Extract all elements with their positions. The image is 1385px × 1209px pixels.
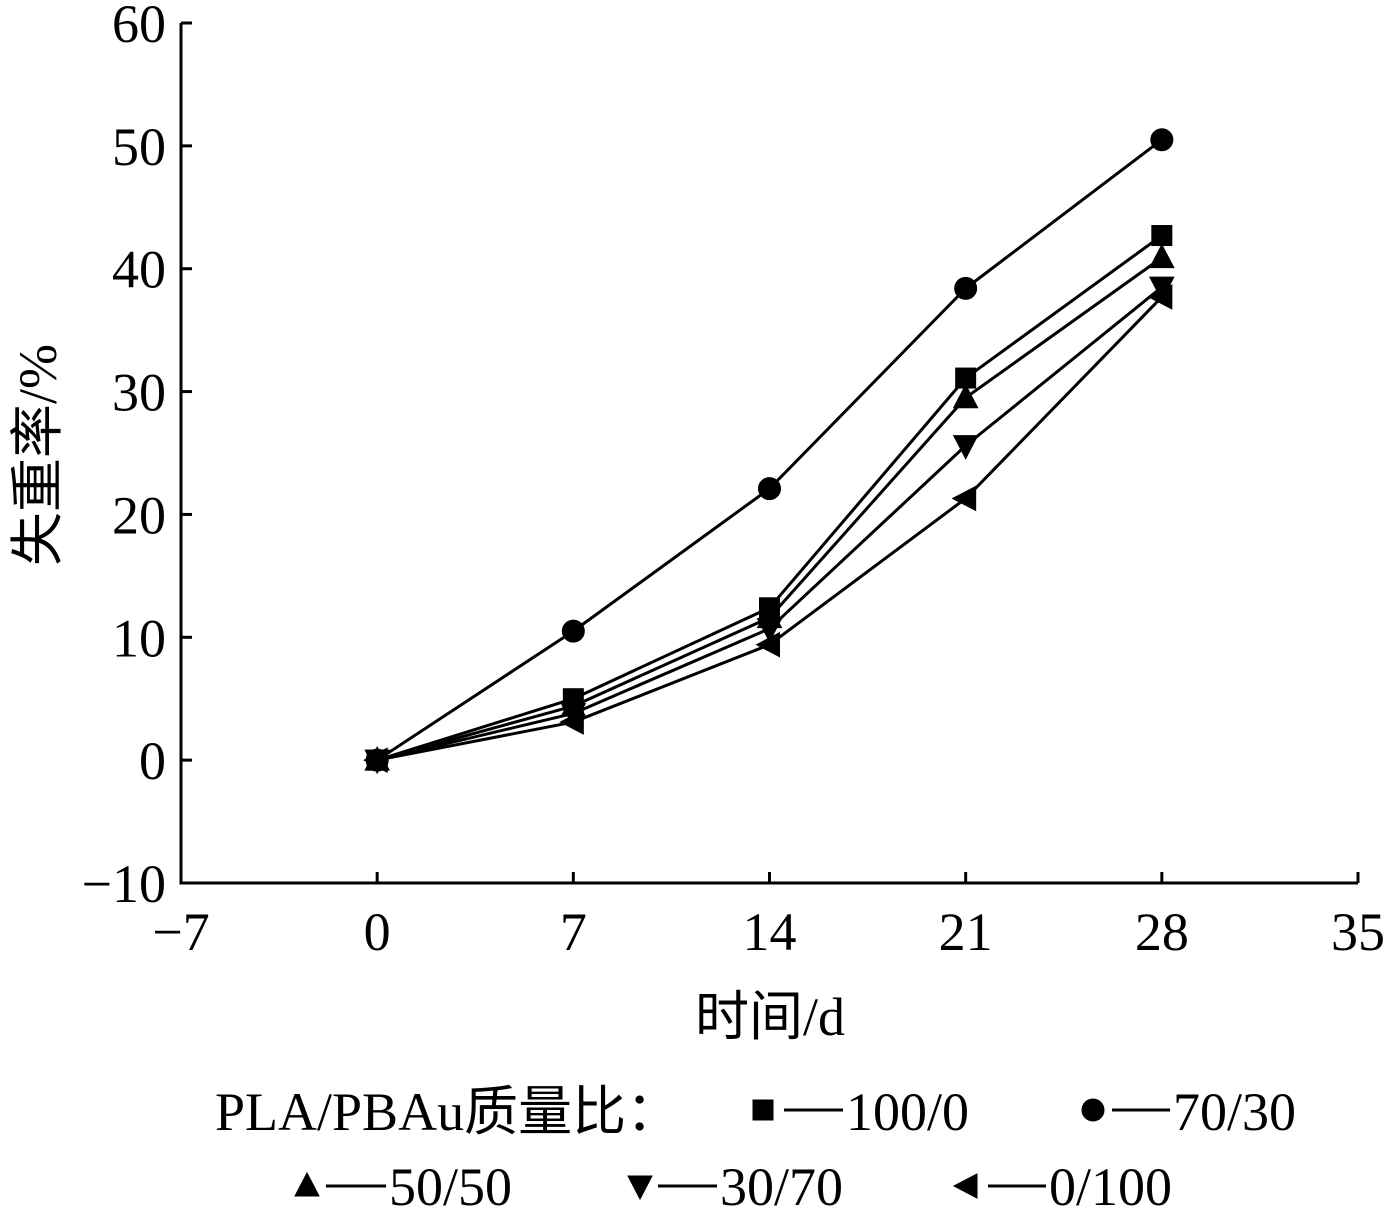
- y-tick-label: 0: [139, 731, 166, 791]
- data-point: [755, 631, 780, 658]
- x-tick-label: −7: [152, 902, 209, 962]
- legend-label: 0/100: [1049, 1157, 1172, 1209]
- x-axis-label: 时间/d: [695, 987, 845, 1047]
- y-axis-label: 失重率/%: [8, 344, 68, 566]
- data-point: [951, 485, 977, 512]
- series-line-1: [376, 138, 1163, 762]
- legend-marker: [952, 1173, 978, 1199]
- y-tick-label: 60: [112, 0, 166, 54]
- legend-marker: [294, 1171, 320, 1197]
- legend-marker: [752, 1099, 774, 1121]
- y-tick-label: 20: [112, 485, 166, 545]
- y-tick-label: 40: [112, 240, 166, 300]
- data-point: [559, 709, 584, 735]
- x-tick-label: 7: [560, 902, 587, 962]
- data-point: [954, 276, 978, 300]
- data-point: [1147, 284, 1173, 310]
- series-line-3: [376, 285, 1163, 762]
- data-point: [1150, 128, 1174, 152]
- ticks: [179, 21, 1360, 885]
- series-lines: [376, 138, 1163, 762]
- data-point: [952, 383, 979, 409]
- series-line-4: [376, 295, 1163, 762]
- x-tick-label: 21: [939, 902, 993, 962]
- legend-title: PLA/PBAu质量比：: [215, 1082, 680, 1142]
- legend: PLA/PBAu质量比： 100/0 70/30 50/50 30/70 0/100: [215, 1082, 1296, 1209]
- tick-labels: −7 0 7 14 21 28 35 −10 0 10 20 30 40 50 60: [82, 0, 1385, 962]
- data-point: [758, 477, 781, 501]
- y-tick-label: −10: [82, 854, 166, 914]
- data-point: [561, 619, 585, 643]
- x-tick-label: 35: [1331, 902, 1385, 962]
- x-tick-label: 28: [1135, 902, 1189, 962]
- data-point: [1151, 225, 1173, 247]
- series-line-2: [376, 256, 1163, 762]
- y-tick-label: 30: [112, 363, 166, 423]
- legend-label: 50/50: [389, 1157, 512, 1209]
- legend-label: 30/70: [720, 1157, 843, 1209]
- x-tick-label: 0: [364, 902, 391, 962]
- legend-marker: [627, 1175, 653, 1201]
- y-tick-label: 10: [112, 608, 166, 668]
- data-point: [363, 747, 388, 773]
- series-markers: [363, 128, 1175, 775]
- legend-label: 70/30: [1173, 1082, 1296, 1142]
- data-point: [1149, 243, 1175, 269]
- legend-marker: [1081, 1098, 1105, 1122]
- data-point: [952, 435, 979, 460]
- data-point: [756, 618, 783, 643]
- legend-label: 100/0: [846, 1082, 969, 1142]
- y-tick-label: 50: [112, 117, 166, 177]
- axes: [179, 23, 1358, 885]
- x-tick-label: 14: [743, 902, 797, 962]
